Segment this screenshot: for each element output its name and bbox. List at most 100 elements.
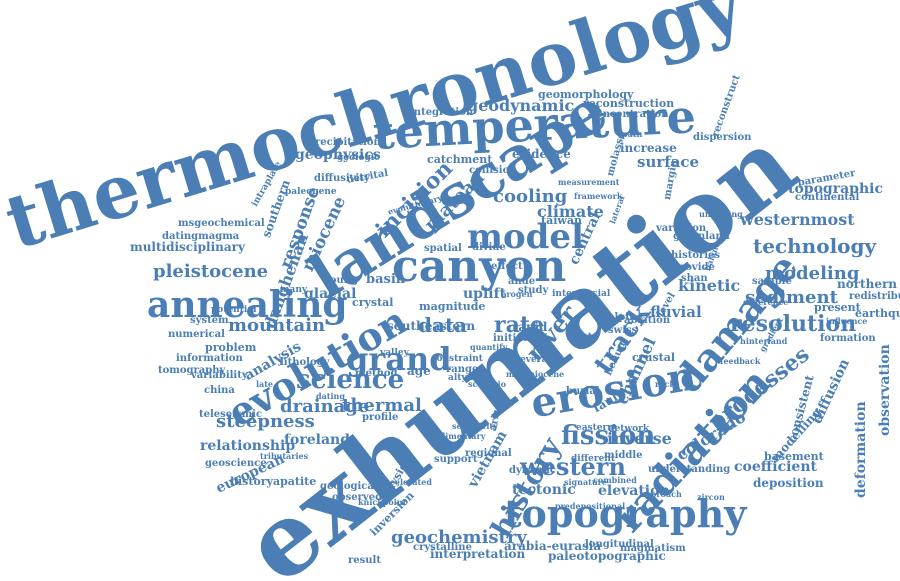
word-cloud-term: precipitation [308,137,381,148]
word-cloud-term: topography [504,491,747,536]
word-cloud-term: support [434,454,478,465]
word-cloud-term: feedback [720,356,761,366]
word-cloud-term: catchment [427,153,493,166]
word-cloud-term: data [418,313,468,337]
word-cloud-term: influence [826,316,868,326]
word-cloud-term: different [571,454,615,464]
word-cloud-term: constraint [431,354,483,364]
word-cloud-term: accelerated [380,477,432,487]
word-cloud-term: science [296,365,405,395]
word-cloud-term: provide [673,262,715,273]
word-cloud-term: regional [465,448,512,459]
word-cloud-term: coefficient [734,459,817,475]
word-cloud-term: geological [320,481,378,492]
word-cloud-term: framework [574,191,623,201]
word-cloud-term: increase [620,141,677,155]
word-cloud-term: sedimentary [430,431,486,441]
word-cloud-term: paleogene [285,187,337,197]
word-cloud-term: arabia-eurasia [504,539,602,553]
word-cloud-term: altyn [448,373,474,383]
word-cloud-term: age [407,364,431,378]
word-cloud-term: valley [380,348,409,358]
word-cloud-term: fluvial [650,303,702,321]
word-cloud-term: grand [346,340,452,378]
word-cloud-term: zircon [697,492,725,502]
word-cloud-term: predepositional [555,501,626,511]
word-cloud-term: magmatism [620,543,686,554]
word-cloud-term: diffusivity [314,173,370,184]
word-cloud-term: taiwan [541,214,582,227]
word-cloud-term: young [324,275,359,286]
word-cloud-term: drainage [280,396,370,417]
word-cloud-term: mid-miocene [506,369,565,379]
word-cloud-term: deposition [753,476,824,490]
word-cloud-term: range [446,364,479,375]
word-cloud-term: hinterland [740,336,788,346]
word-cloud-term: paleotopographic [548,549,666,563]
word-cloud-term: numerical [168,329,225,340]
word-cloud-term: difference [743,297,789,307]
word-cloud-term: model [467,217,584,257]
word-cloud-term: geophysics [295,147,381,163]
word-cloud-term: several [515,355,551,365]
word-cloud-term: result [348,555,381,566]
word-cloud-term: canyon [392,241,567,292]
word-cloud-term: magnitude [419,300,486,313]
word-cloud-term: middle [604,450,643,461]
word-cloud-term: technology [753,234,877,258]
word-cloud-term: reconstruction [583,97,675,110]
word-cloud-term: interglacial [552,289,611,299]
word-cloud-term: redistribution [849,291,900,302]
word-cloud-term: continental [795,192,860,203]
word-cloud-term: network [608,424,650,434]
word-cloud-term: deformation [853,401,869,498]
word-cloud-term: elevation [598,483,670,499]
word-cloud-term: fission [561,421,656,451]
word-cloud-term: initiation [493,333,546,344]
word-cloud-term: measurement [558,177,620,187]
word-cloud-term: geochemistry [391,527,527,548]
word-cloud-term: geoscience [205,458,267,469]
word-cloud-term: crystalline [413,542,472,553]
word-cloud-term: crystal [352,296,394,309]
word-cloud-term: relationship [200,438,296,454]
word-cloud-term: annealing [147,284,348,326]
word-cloud-term: unroofing [699,209,743,219]
word-cloud-term: western [520,452,626,481]
word-cloud-term: combined [593,475,637,485]
word-cloud-term: lithology [280,357,330,368]
word-cloud-term: integration [410,107,474,118]
word-cloud-term: present [814,301,861,314]
word-cloud-term: geodynamic [467,96,575,115]
word-cloud-term: tributaries [260,451,309,461]
word-cloud-term: dispersion [693,132,752,143]
word-cloud-term: rate [494,312,545,338]
word-cloud-term: earthquake [855,307,900,320]
word-cloud-term: sediment [745,287,838,308]
word-cloud-term: rapid [512,320,548,334]
word-cloud-term: uplift [463,286,507,302]
word-cloud-term: rock [655,379,675,389]
word-cloud-term: tectonic [512,482,576,498]
word-cloud-term: burial [566,386,600,397]
word-cloud-term: geomorphology [538,88,634,101]
word-cloud-term: crustal [632,351,676,364]
word-cloud-term: sample [752,276,792,287]
word-cloud-term: resolution [730,311,857,337]
word-cloud-term: basin [366,272,406,287]
word-cloud-term: datingmagma [162,231,240,242]
word-cloud-term: greenland [673,231,730,242]
word-cloud-term: knickpoint [358,497,407,507]
word-cloud-term: mountain [228,315,326,336]
word-cloud-term: histories [671,250,721,261]
word-cloud-term: study [518,285,549,296]
word-cloud-term: surface [637,153,700,171]
word-cloud-term: formation [820,333,876,344]
word-cloud-term: topographic [788,181,883,197]
word-cloud-term: teleseismic [199,409,263,420]
word-cloud-term: historyapatite [230,475,317,488]
word-cloud-term: collision [469,165,517,176]
word-cloud-term: observed [332,492,383,503]
word-cloud-term: eastern [576,423,614,433]
